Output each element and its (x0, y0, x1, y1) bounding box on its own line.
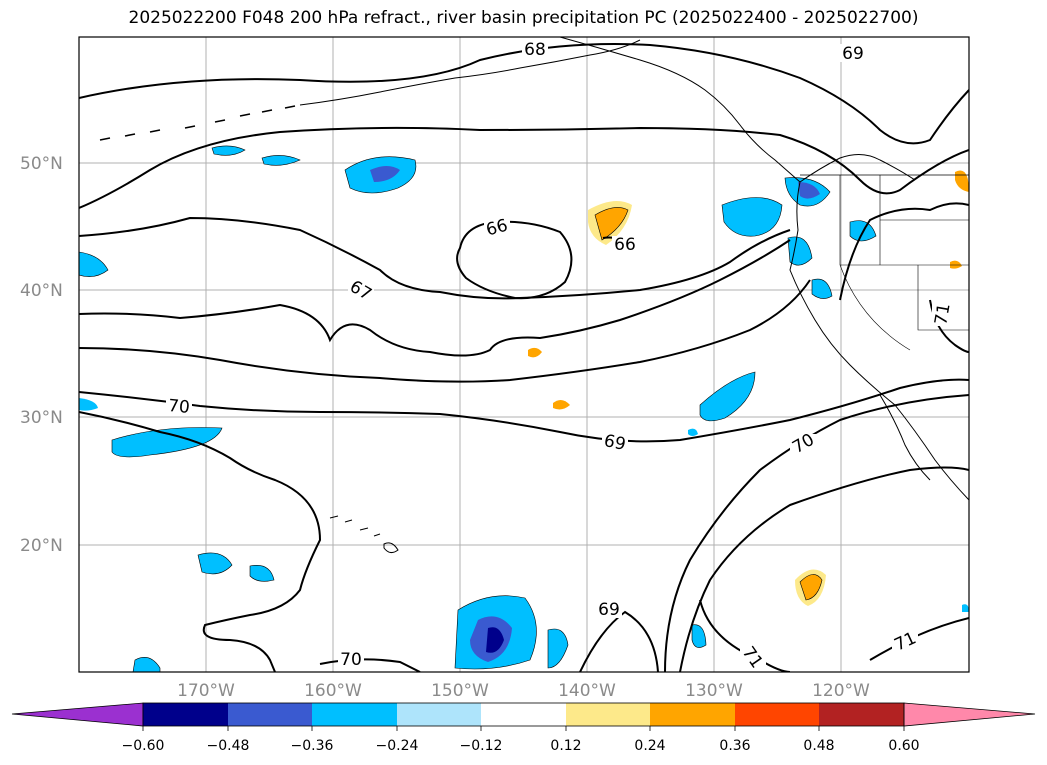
precip-blob-small-2 (261, 155, 301, 166)
colorbar-tick-label: −0.60 (122, 738, 165, 754)
precip-blob-offshore (699, 371, 756, 422)
longitude-labels: 170°W 160°W 150°W 140°W 130°W 120°W (177, 681, 870, 701)
precip-blob-small-3 (688, 428, 698, 436)
state-borders (839, 175, 969, 351)
precip-blob-sw (111, 427, 223, 458)
colorbar-labels: −0.60 −0.48 −0.36 −0.24 −0.12 0.12 0.24 … (122, 738, 920, 754)
colorbar-tick-label: 0.48 (803, 738, 834, 754)
precip-blob-hawaii-w (197, 552, 233, 575)
graticule (79, 37, 969, 672)
contour-69-mid (79, 239, 791, 357)
colorbar-segment (566, 703, 650, 726)
colorbar: −0.60 −0.48 −0.36 −0.24 −0.12 0.12 0.24 … (11, 702, 1036, 754)
colorbar-tick-label: 0.60 (888, 738, 919, 754)
colorbar-extend-low (11, 702, 144, 727)
colorbar-segment (143, 703, 228, 726)
colorbar-segment (312, 703, 397, 726)
colorbar-tick-label: −0.48 (207, 738, 250, 754)
contour-inland (839, 202, 969, 301)
precip-shading (79, 145, 969, 672)
us-west-coast (789, 181, 969, 501)
precip-blob-east-edge (962, 604, 969, 612)
lon-label: 170°W (177, 681, 235, 701)
colorbar-extend-high (903, 702, 1036, 727)
lat-label: 20°N (20, 536, 63, 556)
contour-67 (79, 216, 791, 300)
lon-label: 150°W (431, 681, 489, 701)
colorbar-segment (397, 703, 481, 726)
precip-pos-blob-2 (528, 347, 542, 358)
precip-blob-small-4 (691, 624, 707, 648)
contour-label: 69 (602, 431, 627, 455)
precip-pos-blob-1-core (594, 207, 629, 241)
precip-blob-aleutian-core (370, 166, 400, 182)
precip-blob-oregon (787, 236, 813, 266)
map-frame (78, 36, 970, 673)
hawaii-islands (329, 515, 399, 554)
precip-pos-blob-6 (950, 260, 962, 269)
colorbar-segment (481, 703, 566, 726)
contour-70-mid (79, 279, 811, 383)
lon-label: 120°W (812, 681, 870, 701)
contour-label: 70 (340, 650, 362, 670)
precip-blob-washington-core (798, 182, 820, 199)
precip-pos-blob-5 (955, 170, 969, 192)
precip-blob-pnw-offshore (721, 197, 783, 237)
colorbar-segment (735, 703, 819, 726)
contour-label-group: 68 69 66 66 67 70 69 70 69 70 71 71 71 (166, 40, 955, 672)
latitude-labels: 50°N 40°N 30°N 20°N (20, 154, 63, 556)
colorbar-outline (142, 702, 905, 727)
refractivity-contours (79, 43, 969, 672)
map-title: 2025022200 F048 200 hPa refract., river … (128, 8, 919, 28)
contour-label: 69 (598, 600, 620, 620)
precip-pos-blob-4-core (799, 574, 823, 601)
contour-label: 68 (524, 40, 546, 60)
contour-71-east (679, 466, 969, 672)
contour-label: 70 (167, 396, 190, 418)
colorbar-segment (819, 703, 904, 726)
colorbar-tick-label: 0.12 (550, 738, 581, 754)
precip-blob-west-30n (79, 398, 98, 411)
precip-blob-west (79, 251, 109, 277)
contour-label: 66 (614, 235, 636, 255)
contour-label: 69 (842, 44, 864, 64)
baja-coast (879, 394, 931, 481)
map-background (79, 37, 969, 672)
colorbar-tick-label: −0.12 (460, 738, 503, 754)
colorbar-tick-label: −0.36 (291, 738, 334, 754)
colorbar-tick-label: −0.24 (376, 738, 419, 754)
canada-coast (799, 154, 916, 183)
lat-label: 40°N (20, 281, 63, 301)
contour-69-south (579, 610, 659, 672)
contour-label: 71 (931, 302, 954, 327)
precip-blob-south-core (486, 627, 504, 653)
colorbar-tick-label: 0.24 (634, 738, 665, 754)
alaska-peninsula-coast (299, 39, 641, 106)
lat-label: 50°N (20, 154, 63, 174)
contour-68 (79, 126, 969, 209)
lon-label: 130°W (685, 681, 743, 701)
lon-label: 160°W (304, 681, 362, 701)
precip-pos-blob-3 (553, 399, 570, 410)
aleutian-islands (99, 105, 296, 141)
precip-blob-hawaii-e (249, 565, 275, 582)
contour-70-south (79, 378, 969, 443)
precip-blob-small-1 (211, 145, 246, 156)
precip-blob-california (811, 278, 833, 299)
precip-blob-south-2 (547, 628, 569, 669)
alaska-gulf-coast (559, 37, 801, 183)
colorbar-segment (228, 703, 312, 726)
colorbar-tick-label: 0.36 (719, 738, 750, 754)
contour-70-east (664, 394, 969, 672)
lon-label: 140°W (558, 681, 616, 701)
colorbar-ticks (142, 726, 905, 731)
contour-69-north (79, 43, 969, 145)
lat-label: 30°N (20, 408, 63, 428)
precip-blob-sw-corner (132, 657, 161, 672)
colorbar-segment (650, 703, 735, 726)
contour-70-south-bottom (319, 658, 421, 672)
contour-70-sw (79, 411, 322, 672)
coastlines (99, 37, 969, 554)
